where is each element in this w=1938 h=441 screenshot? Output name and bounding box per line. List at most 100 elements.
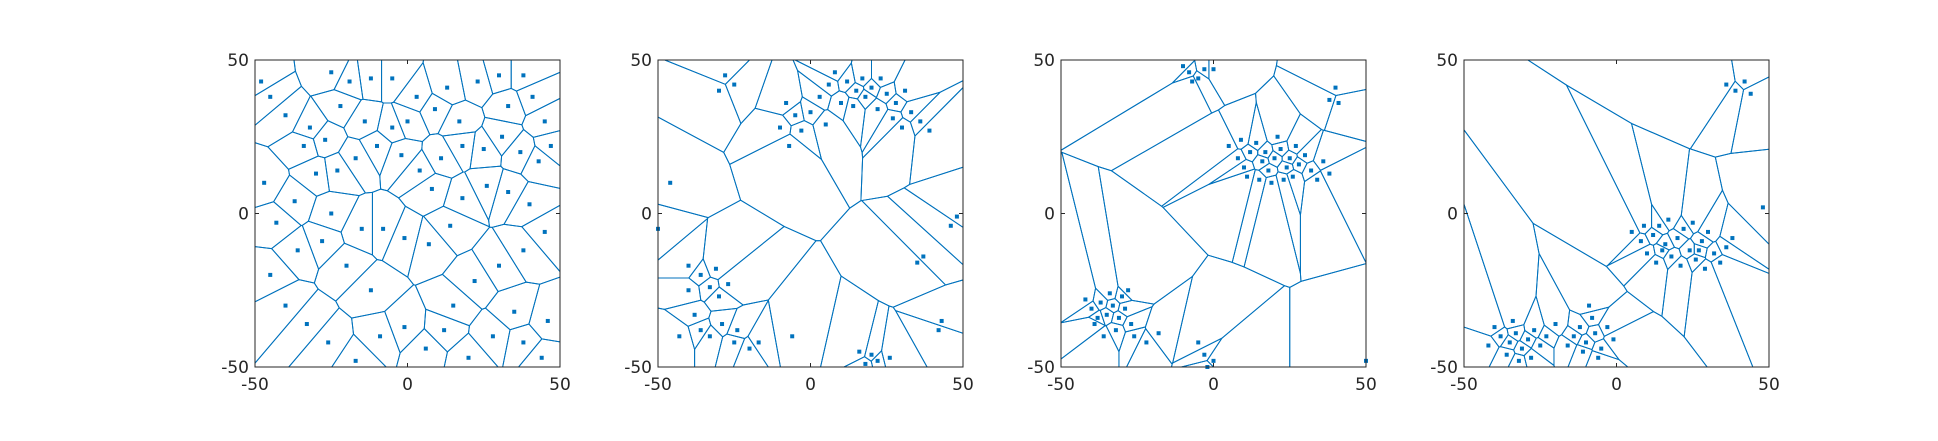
voronoi-cell	[379, 137, 423, 192]
voronoi-cell	[1257, 140, 1274, 159]
data-point	[1129, 322, 1134, 327]
data-point	[1144, 340, 1149, 345]
data-point	[1666, 217, 1671, 222]
data-point	[1238, 137, 1243, 142]
data-point	[863, 94, 868, 99]
data-point	[1553, 322, 1558, 327]
data-point	[1611, 337, 1616, 342]
voronoi-cell	[1579, 306, 1610, 328]
data-point	[732, 82, 737, 87]
voronoi-cell	[528, 276, 560, 343]
voronoi-cell	[1323, 88, 1366, 142]
voronoi-cell	[843, 356, 874, 367]
voronoi-cell	[1523, 347, 1556, 367]
voronoi-cell	[1464, 129, 1540, 330]
data-point	[460, 143, 465, 148]
data-point	[1226, 143, 1231, 148]
data-point	[490, 334, 495, 339]
voronoi-cell	[1565, 83, 1653, 235]
data-point	[1202, 352, 1207, 357]
data-point	[1089, 306, 1094, 311]
voronoi-cell	[1194, 60, 1210, 80]
voronoi-cell	[1275, 171, 1301, 274]
data-point	[1156, 331, 1161, 336]
voronoi-cell	[1061, 151, 1097, 324]
data-point	[1718, 260, 1723, 265]
data-point	[301, 143, 306, 148]
data-point	[954, 214, 959, 219]
data-point	[863, 361, 868, 366]
voronoi-cell	[255, 60, 296, 97]
data-point	[262, 180, 267, 185]
voronoi-cell	[1281, 149, 1298, 165]
voronoi-cell	[1061, 60, 1196, 151]
voronoi-cell	[1181, 359, 1215, 367]
voronoi-cell	[658, 217, 709, 279]
data-point	[893, 100, 898, 105]
data-point	[799, 128, 804, 133]
data-point	[1290, 174, 1295, 179]
voronoi-cell	[488, 168, 529, 228]
data-point	[1587, 303, 1592, 308]
data-point	[860, 76, 865, 81]
data-point	[1660, 248, 1665, 253]
data-point	[756, 340, 761, 345]
data-point	[527, 202, 532, 207]
data-point	[1730, 236, 1735, 241]
data-point	[869, 85, 874, 90]
data-point	[283, 113, 288, 118]
x-tick-label: 0	[1208, 375, 1219, 395]
data-point	[1669, 254, 1674, 259]
voronoi-cell	[819, 200, 947, 308]
voronoi-cell	[658, 60, 742, 154]
data-point	[1113, 328, 1118, 333]
data-point	[948, 223, 953, 228]
data-point	[1107, 291, 1112, 296]
data-point	[1654, 260, 1659, 265]
voronoi-cell	[1535, 251, 1571, 337]
data-point	[1275, 134, 1280, 139]
data-point	[1263, 150, 1268, 155]
data-point	[381, 226, 386, 231]
data-point	[1083, 297, 1088, 302]
data-point	[481, 147, 486, 152]
y-tick-label: -50	[1027, 358, 1055, 378]
voronoi-cell	[386, 148, 437, 199]
data-point	[307, 125, 312, 130]
data-point	[1696, 248, 1701, 253]
data-point	[1510, 318, 1515, 323]
voronoi-cell	[521, 204, 560, 273]
data-point	[720, 322, 725, 327]
voronoi-cell	[356, 60, 383, 103]
data-point	[1590, 315, 1595, 320]
data-point	[918, 119, 923, 124]
voronoi-cell	[1231, 169, 1267, 268]
voronoi-cell	[1061, 151, 1119, 301]
voronoi-cell	[471, 226, 527, 293]
data-point	[1309, 168, 1314, 173]
data-points	[1486, 79, 1765, 363]
data-point	[1266, 168, 1271, 173]
data-point	[1507, 340, 1512, 345]
voronoi-cell	[1693, 242, 1708, 259]
data-point	[414, 94, 419, 99]
voronoi-cell	[307, 190, 360, 233]
data-point	[1281, 177, 1286, 182]
voronoi-cell	[871, 60, 906, 88]
voronoi-cell	[1553, 334, 1578, 367]
voronoi-cell	[312, 120, 349, 159]
voronoi-cell	[795, 60, 853, 82]
x-tick-label: 50	[549, 375, 571, 395]
data-point	[432, 107, 437, 112]
data-point	[732, 340, 737, 345]
data-point	[323, 137, 328, 142]
data-point	[939, 318, 944, 323]
data-point	[329, 70, 334, 75]
data-points	[259, 70, 553, 363]
voronoi-cell	[1061, 325, 1120, 367]
data-point	[921, 254, 926, 259]
data-point	[1104, 312, 1109, 317]
voronoi-cell	[441, 131, 476, 173]
data-point	[1126, 288, 1131, 293]
voronoi-cell	[309, 89, 362, 129]
